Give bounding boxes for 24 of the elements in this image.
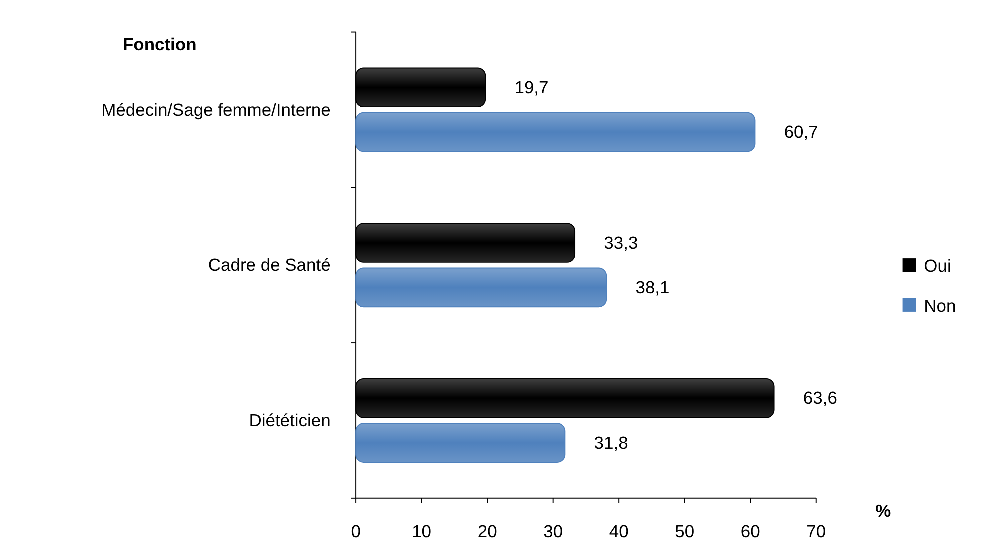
y-tick-label: Diététicien	[249, 410, 331, 431]
data-label: 63,6	[803, 388, 838, 408]
bar	[356, 112, 756, 152]
data-label: 60,7	[784, 122, 818, 142]
x-tick-label: 50	[675, 521, 695, 542]
x-tick-label: 30	[544, 521, 564, 542]
y-axis-title: Fonction	[123, 34, 197, 55]
x-tick-label: 0	[351, 521, 362, 542]
x-tick-label: 40	[609, 521, 630, 542]
bar	[356, 268, 608, 308]
legend-label: Oui	[924, 256, 952, 276]
data-label: 19,7	[514, 77, 549, 98]
x-axis-title: %	[876, 500, 892, 521]
legend-label: Non	[924, 296, 956, 316]
data-label: 31,8	[594, 432, 628, 453]
data-label: 33,3	[604, 232, 638, 253]
x-tick-label: 20	[478, 521, 498, 542]
x-tick-label: 70	[806, 521, 826, 542]
y-tick-label: Cadre de Santé	[208, 255, 331, 276]
y-tick-label: Médecin/Sage femme/Interne	[102, 100, 331, 120]
data-label: 38,1	[636, 278, 670, 298]
x-tick-label: 10	[412, 521, 432, 542]
bar	[356, 423, 566, 463]
x-tick-label: 60	[740, 521, 761, 542]
